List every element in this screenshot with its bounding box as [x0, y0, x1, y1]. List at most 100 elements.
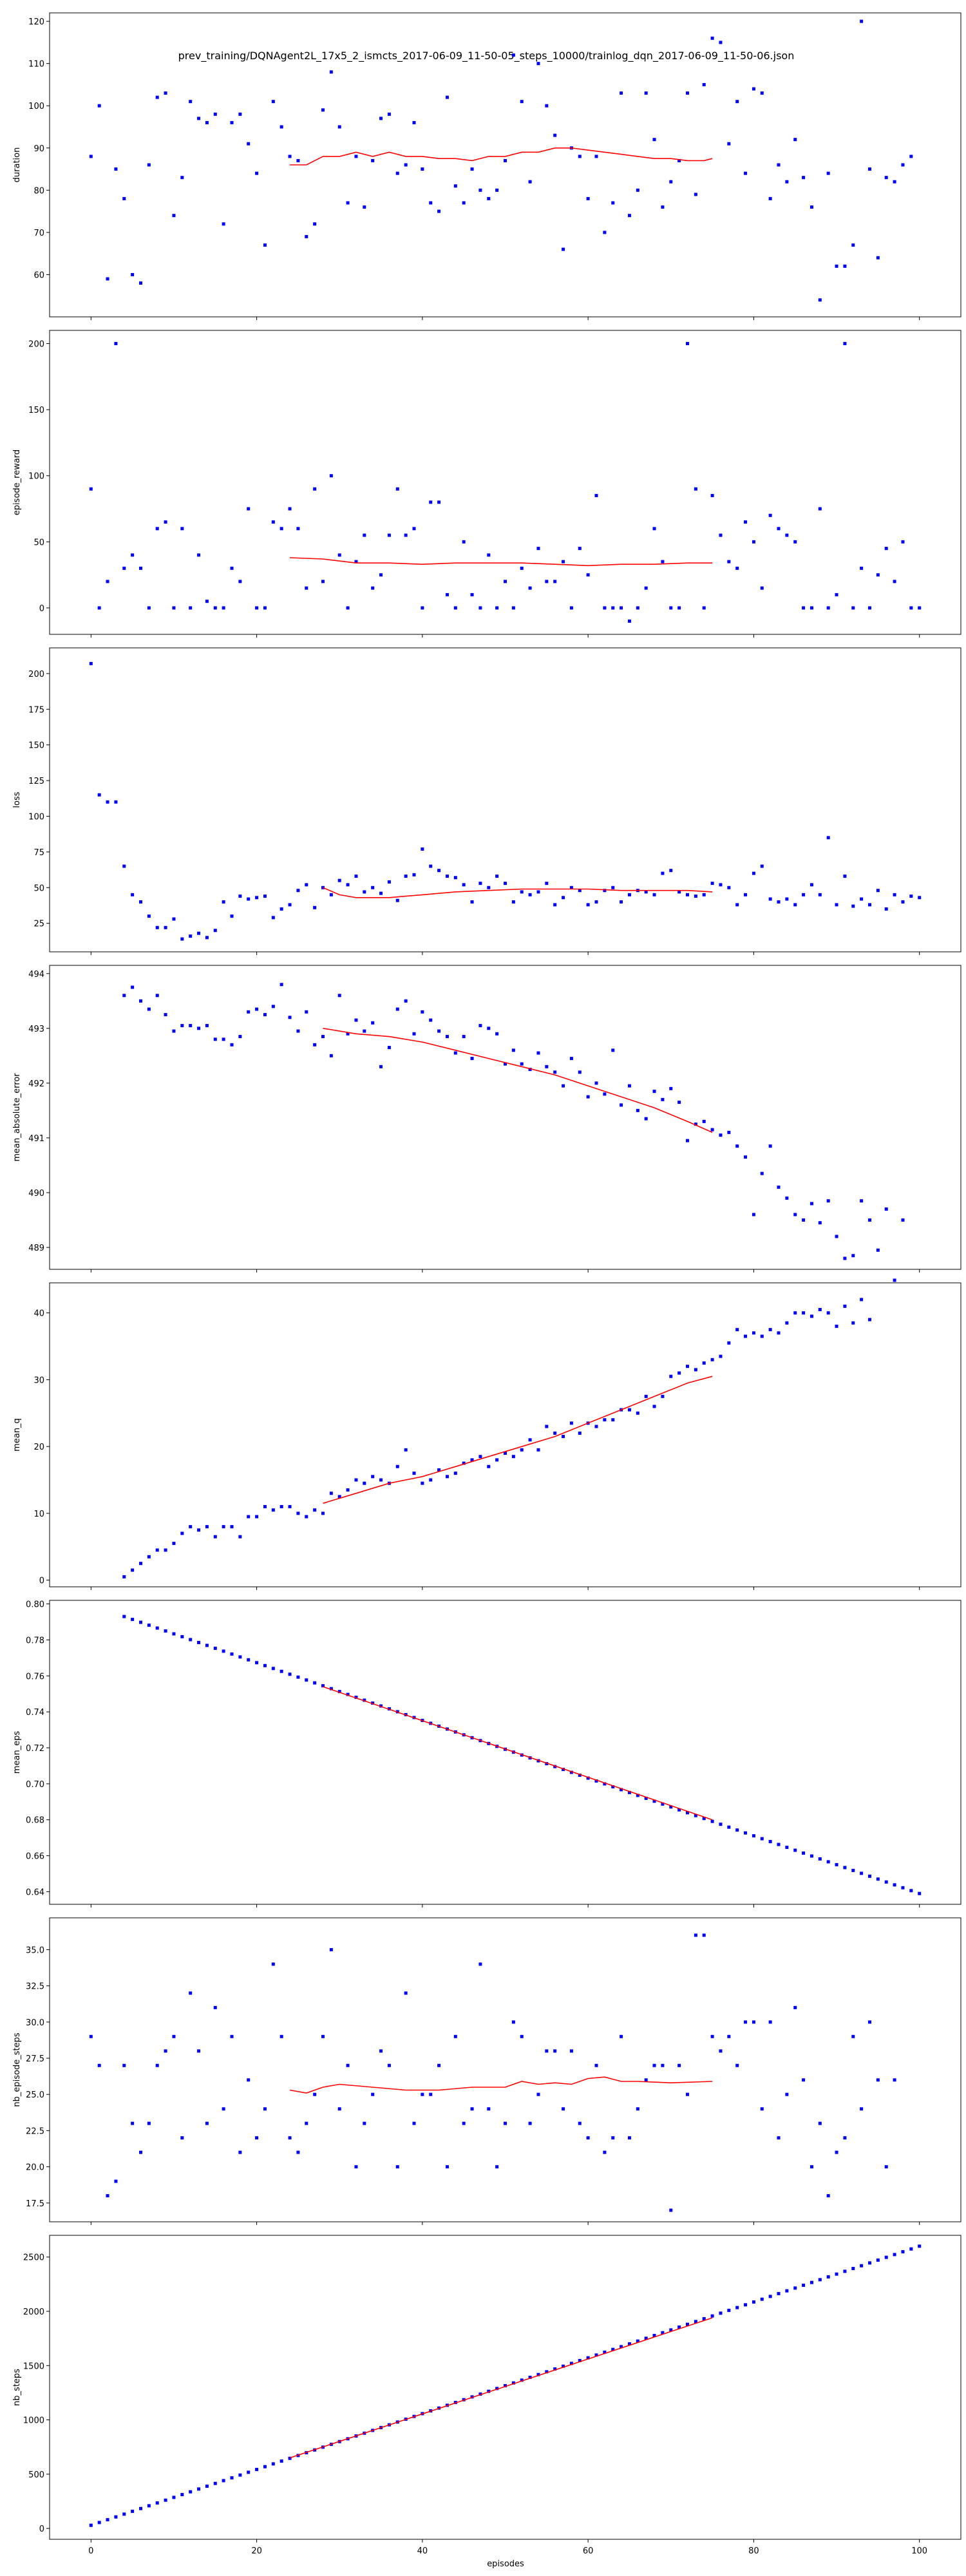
- data-point: [918, 2244, 922, 2248]
- data-point: [147, 2504, 151, 2508]
- data-point: [172, 1632, 176, 1636]
- data-point: [288, 903, 292, 907]
- data-point: [868, 2261, 871, 2265]
- data-point: [586, 573, 590, 577]
- data-point: [785, 2092, 789, 2096]
- data-point: [636, 2107, 639, 2111]
- data-point: [909, 606, 913, 610]
- data-point: [487, 2389, 491, 2393]
- subplot-nb-steps: 0 500 1000 1500 2000 2500 0 20 40 60 80 100 nb_steps: [12, 2235, 961, 2556]
- data-point: [719, 1354, 723, 1358]
- data-point: [702, 1933, 706, 1937]
- data-point: [371, 586, 375, 590]
- data-point: [279, 527, 283, 531]
- rolling-mean-line: [323, 1686, 713, 1821]
- data-point: [379, 117, 383, 120]
- data-point: [172, 606, 176, 610]
- y-tick-label: 489: [28, 1244, 44, 1253]
- y-tick-label: 493: [28, 1025, 44, 1034]
- y-tick-label: 90: [33, 144, 44, 154]
- data-point: [777, 1842, 781, 1846]
- data-point: [785, 1196, 789, 1200]
- data-point: [719, 1133, 723, 1137]
- data-point: [652, 138, 656, 142]
- data-point: [594, 1081, 598, 1085]
- data-point: [511, 53, 515, 57]
- data-point: [97, 2521, 101, 2524]
- data-point: [288, 155, 292, 158]
- subplot-mean-absolute-error: 489 490 491 492 493 494 mean_absolute_error: [12, 965, 961, 1282]
- data-point: [851, 904, 855, 908]
- data-point: [346, 1692, 350, 1696]
- data-point: [155, 1548, 159, 1552]
- data-point: [835, 903, 838, 907]
- data-point: [810, 205, 813, 209]
- data-point: [652, 1405, 656, 1408]
- data-point: [545, 1762, 549, 1766]
- data-point: [594, 900, 598, 904]
- data-point: [818, 1857, 822, 1861]
- data-point: [893, 893, 896, 896]
- data-point: [860, 566, 864, 570]
- data-point: [337, 125, 341, 129]
- data-point: [677, 890, 681, 894]
- data-point: [205, 2121, 209, 2125]
- data-point: [603, 606, 607, 610]
- data-point: [752, 1213, 755, 1217]
- data-point: [562, 560, 565, 564]
- data-point: [627, 1084, 631, 1088]
- data-point: [884, 1207, 888, 1211]
- data-point: [504, 882, 507, 886]
- data-point: [702, 1361, 706, 1365]
- data-point: [569, 1421, 573, 1425]
- data-point: [860, 2264, 864, 2268]
- y-tick-label: 0.64: [26, 1888, 44, 1897]
- y-tick-label: 20.0: [26, 2163, 44, 2173]
- data-point: [511, 1455, 515, 1459]
- data-point: [470, 2107, 474, 2111]
- data-point: [371, 886, 375, 889]
- data-point: [603, 2150, 607, 2154]
- data-point: [893, 2078, 896, 2082]
- data-point: [553, 2367, 557, 2371]
- data-point: [97, 793, 101, 797]
- data-point: [719, 1823, 723, 1826]
- data-point: [810, 2280, 813, 2284]
- data-point: [719, 2311, 723, 2315]
- data-point: [569, 2049, 573, 2053]
- data-point: [387, 880, 391, 884]
- data-point: [122, 196, 126, 200]
- data-point: [652, 1799, 656, 1803]
- data-point: [777, 2292, 781, 2296]
- data-point: [586, 196, 590, 200]
- data-point: [562, 1435, 565, 1439]
- data-point: [810, 883, 813, 887]
- data-point: [520, 2378, 524, 2382]
- data-point: [371, 2092, 375, 2096]
- data-point: [379, 1478, 383, 1482]
- data-point: [222, 1037, 225, 1041]
- y-tick-label: 0.66: [26, 1852, 44, 1862]
- data-point: [131, 893, 135, 896]
- data-point: [777, 163, 781, 167]
- data-point: [313, 1043, 317, 1046]
- y-tick-label: 150: [28, 741, 44, 751]
- data-point: [429, 1478, 433, 1482]
- data-point: [727, 1825, 731, 1829]
- y-axis-label: mean_q: [12, 1418, 22, 1452]
- data-point: [727, 142, 731, 146]
- data-point: [876, 2078, 880, 2082]
- data-point: [329, 1492, 333, 1495]
- data-point: [661, 205, 665, 209]
- data-point: [155, 2501, 159, 2505]
- data-point: [710, 1128, 714, 1132]
- data-point: [321, 1684, 325, 1688]
- data-point: [586, 1095, 590, 1099]
- data-point: [363, 205, 366, 209]
- data-point: [122, 566, 126, 570]
- data-point: [470, 592, 474, 596]
- data-point: [860, 1871, 864, 1875]
- data-point: [139, 1562, 142, 1566]
- data-point: [661, 2331, 665, 2334]
- data-point: [760, 586, 764, 590]
